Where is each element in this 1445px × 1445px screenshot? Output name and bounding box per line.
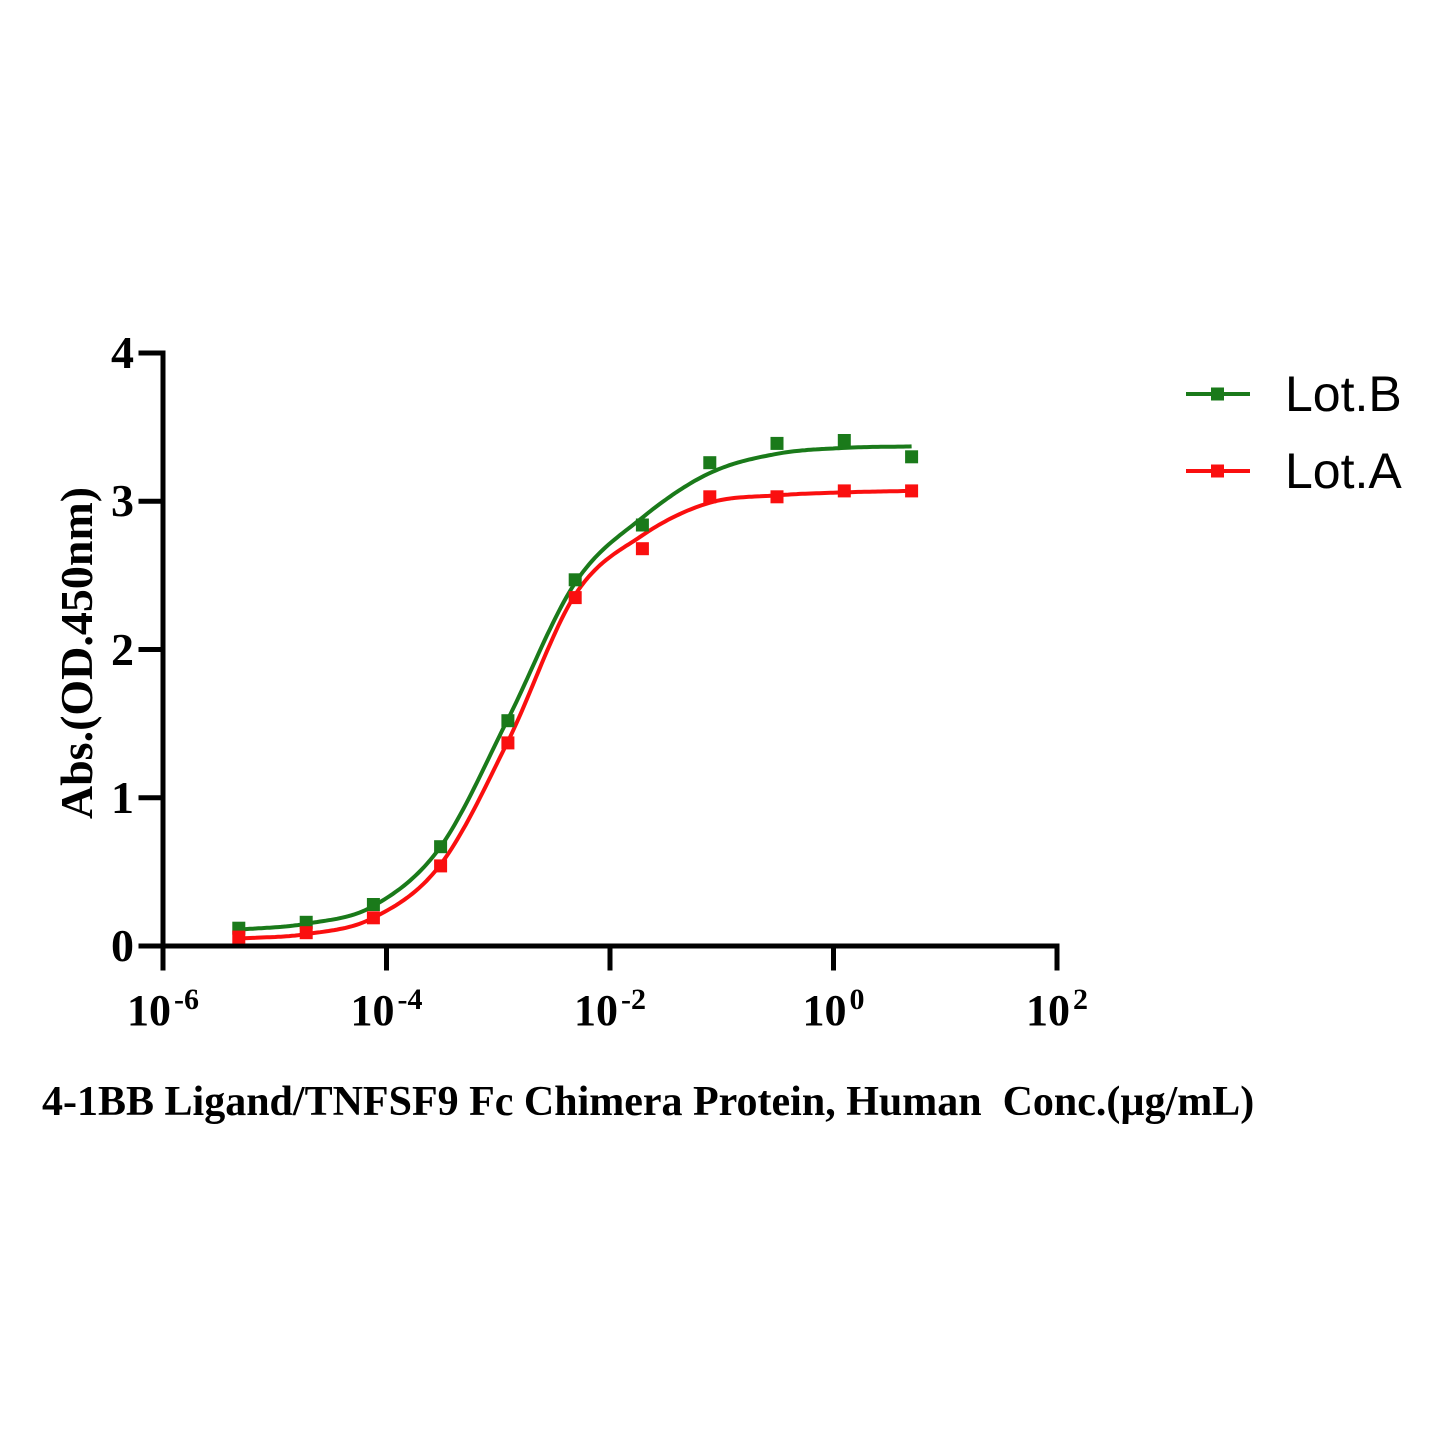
legend-entry-lot-a: Lot.A [1185, 443, 1402, 499]
data-point [434, 859, 448, 873]
legend-line-marker-lot-b-icon [1186, 387, 1250, 401]
data-point [568, 573, 582, 587]
data-point [837, 484, 851, 498]
markers-lot-a [232, 484, 919, 944]
x-tick-base: 10 [127, 986, 171, 1035]
legend: Lot.B Lot.A [1185, 366, 1402, 499]
markers-lot-b [232, 434, 919, 935]
data-point [905, 450, 919, 464]
data-point [635, 518, 649, 532]
x-tick-exponent: 0 [849, 983, 865, 1016]
data-point [905, 484, 919, 498]
data-point [635, 542, 649, 556]
data-point [232, 930, 246, 944]
x-tick-base: 10 [802, 986, 847, 1035]
data-point [770, 436, 784, 450]
data-point [703, 490, 717, 504]
data-point [299, 915, 313, 929]
fit-curve-lot-a [238, 488, 912, 941]
fit-curve-lot-b [238, 444, 912, 932]
x-tick-label-10e0: 10 0 [749, 974, 919, 1037]
data-point [703, 456, 717, 470]
legend-entry-lot-b: Lot.B [1185, 366, 1402, 422]
legend-label-lot-a: Lot.A [1285, 443, 1402, 499]
y-tick-label-0: 0 [111, 920, 134, 971]
legend-line-marker-lot-a-icon [1186, 464, 1250, 478]
y-tick-label-4: 4 [111, 327, 134, 378]
x-tick-label-10e-2: 10 -2 [525, 974, 695, 1037]
x-tick-exponent: 2 [1073, 983, 1088, 1016]
x-tick-exponent: -4 [397, 983, 423, 1016]
data-point [366, 911, 380, 925]
x-axis-title: 4-1BB Ligand/TNFSF9 Fc Chimera Protein, … [42, 1079, 1255, 1125]
data-point [501, 736, 515, 750]
legend-label-lot-b: Lot.B [1285, 366, 1402, 422]
x-tick-label-10e2: 10 2 [972, 974, 1142, 1037]
x-tick-base: 10 [574, 986, 618, 1035]
y-tick-label-2: 2 [111, 623, 134, 675]
x-tick-exponent: -2 [621, 983, 646, 1016]
data-point [770, 490, 784, 504]
data-point [568, 591, 582, 605]
data-point [434, 840, 448, 854]
x-tick-base: 10 [1026, 986, 1070, 1035]
x-tick-exponent: -6 [174, 983, 199, 1016]
data-point [837, 434, 851, 447]
data-point [366, 898, 380, 911]
x-tick-label-10e-6: 10 -6 [78, 974, 248, 1037]
data-point [501, 714, 515, 728]
axes [138, 350, 1060, 971]
x-tick-label-10e-4: 10 -4 [302, 974, 472, 1037]
y-tick-label-3: 3 [111, 475, 134, 527]
x-tick-base: 10 [350, 986, 395, 1035]
y-tick-label-1: 1 [111, 771, 134, 823]
data-point [299, 926, 313, 940]
